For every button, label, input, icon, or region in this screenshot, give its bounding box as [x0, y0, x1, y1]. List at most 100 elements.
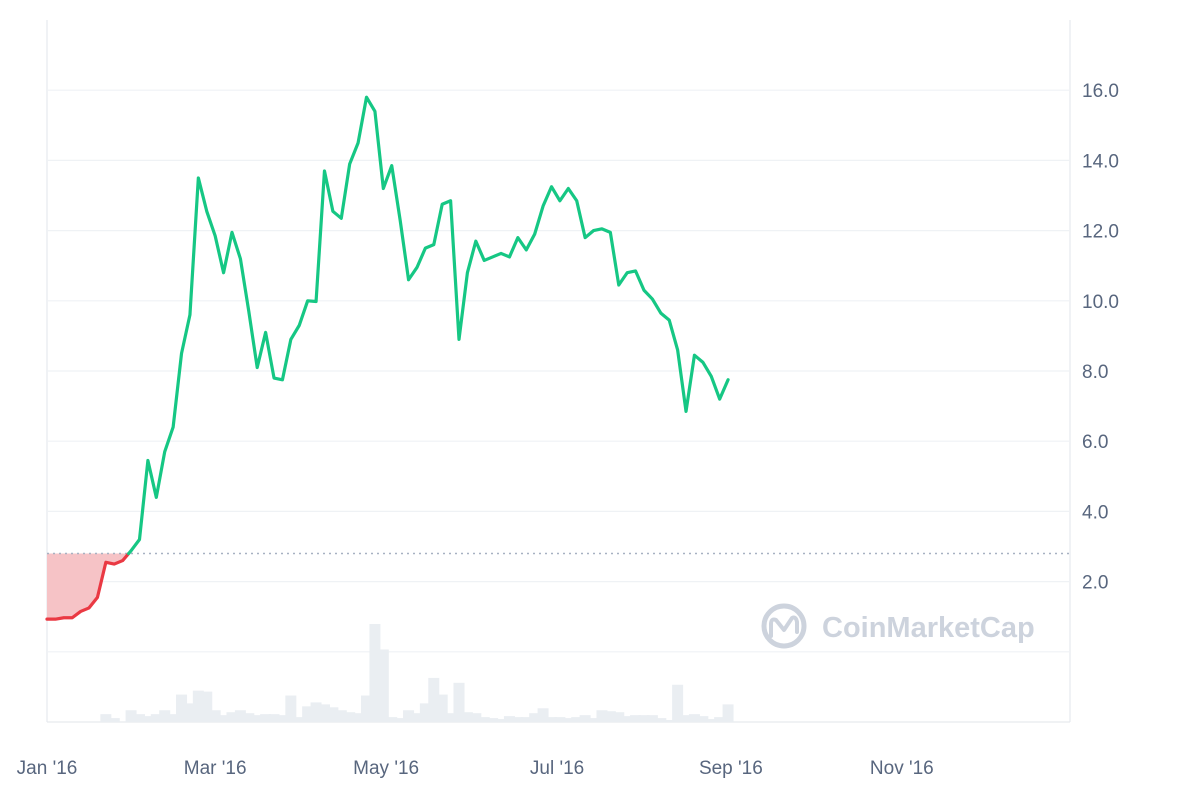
below-baseline-area: [47, 553, 129, 620]
volume-bar: [125, 710, 137, 722]
volume-bar: [167, 714, 179, 722]
gridlines: [47, 89, 1070, 653]
y-tick-label: 8.0: [1082, 362, 1108, 383]
volume-bar: [142, 716, 154, 722]
volume-bar: [377, 649, 389, 722]
volume-bar: [495, 719, 507, 722]
volume-bar: [428, 677, 440, 722]
volume-bar: [613, 712, 625, 722]
volume-bar: [150, 714, 162, 722]
volume-bar: [285, 695, 297, 722]
volume-bar: [722, 704, 734, 722]
volume-bar: [327, 707, 339, 722]
x-tick-label: Nov '16: [870, 758, 934, 779]
volume-bar: [394, 718, 406, 722]
volume-bar: [705, 719, 717, 722]
y-axis-ticks: 2.0 4.0 6.0 8.0 10.0 12.0 14.0 16.0: [1082, 81, 1119, 593]
volume-bar: [588, 718, 600, 722]
volume-bar: [243, 713, 255, 722]
volume-bar: [226, 712, 238, 722]
volume-bar: [672, 684, 684, 722]
volume-bar: [369, 624, 381, 722]
volume-bar: [545, 717, 557, 722]
volume-bar: [419, 703, 431, 722]
volume-bar: [688, 714, 700, 722]
volume-bar: [361, 695, 373, 722]
volume-bar: [714, 717, 726, 722]
volume-bar: [176, 694, 188, 722]
volume-bar: [697, 716, 709, 722]
volume-bar: [646, 715, 658, 722]
x-tick-label: Mar '16: [184, 758, 247, 779]
volume-bar: [655, 718, 667, 722]
price-line: [45, 95, 730, 621]
volume-bar: [293, 717, 305, 722]
volume-bar: [680, 715, 692, 722]
y-tick-label: 12.0: [1082, 222, 1119, 243]
volume-bars: [100, 624, 734, 722]
volume-bar: [386, 717, 398, 722]
volume-bar: [663, 720, 675, 722]
volume-bar: [108, 718, 120, 722]
volume-bar: [260, 714, 272, 722]
price-line-up: [127, 95, 730, 556]
below-baseline-fill: [47, 553, 129, 620]
volume-bar: [133, 714, 145, 722]
volume-bar: [184, 703, 196, 722]
volume-bar: [201, 691, 213, 722]
y-tick-label: 6.0: [1082, 432, 1108, 453]
volume-bar: [218, 715, 230, 722]
volume-bar: [638, 715, 650, 722]
watermark: CoinMarketCap: [761, 603, 1035, 649]
volume-bar: [461, 712, 473, 722]
volume-bar: [562, 718, 574, 722]
volume-bar: [344, 712, 356, 722]
x-tick-label: Jul '16: [530, 758, 584, 779]
volume-bar: [604, 711, 616, 722]
volume-bar: [318, 704, 330, 722]
x-tick-label: May '16: [353, 758, 419, 779]
volume-bar: [512, 717, 524, 722]
volume-bar: [621, 716, 633, 722]
volume-bar: [411, 713, 423, 722]
volume-bar: [453, 682, 465, 722]
volume-bar: [529, 713, 541, 722]
volume-bar: [503, 716, 515, 722]
price-line-down: [45, 551, 131, 621]
volume-bar: [276, 715, 288, 722]
y-tick-label: 2.0: [1082, 573, 1108, 594]
volume-bar: [100, 714, 112, 722]
x-tick-label: Jan '16: [17, 758, 78, 779]
volume-bar: [436, 694, 448, 722]
volume-bar: [310, 702, 322, 722]
volume-bar: [630, 715, 642, 722]
volume-bar: [209, 710, 221, 722]
y-tick-label: 14.0: [1082, 151, 1119, 172]
y-tick-label: 16.0: [1082, 81, 1119, 102]
y-tick-label: 10.0: [1082, 292, 1119, 313]
volume-bar: [596, 710, 608, 722]
volume-bar: [470, 713, 482, 722]
coinmarketcap-logo-icon: [761, 603, 807, 649]
x-tick-label: Sep '16: [699, 758, 763, 779]
volume-bar: [352, 713, 364, 722]
volume-bar: [554, 717, 566, 722]
volume-bar: [487, 718, 499, 722]
watermark-text: CoinMarketCap: [822, 612, 1035, 644]
volume-bar: [192, 690, 204, 722]
volume-bar: [251, 715, 263, 722]
volume-bar: [403, 710, 415, 722]
volume-bar: [571, 717, 583, 722]
volume-bar: [268, 714, 280, 722]
volume-bar: [335, 710, 347, 722]
x-axis-ticks: Jan '16 Mar '16 May '16 Jul '16 Sep '16 Nov '…: [17, 758, 934, 779]
volume-bar: [579, 715, 591, 722]
volume-bar: [302, 706, 314, 722]
volume-bar: [520, 717, 532, 722]
volume-bar: [478, 717, 490, 722]
volume-bar: [537, 708, 549, 722]
volume-bar: [234, 710, 246, 722]
volume-bar: [445, 713, 457, 722]
